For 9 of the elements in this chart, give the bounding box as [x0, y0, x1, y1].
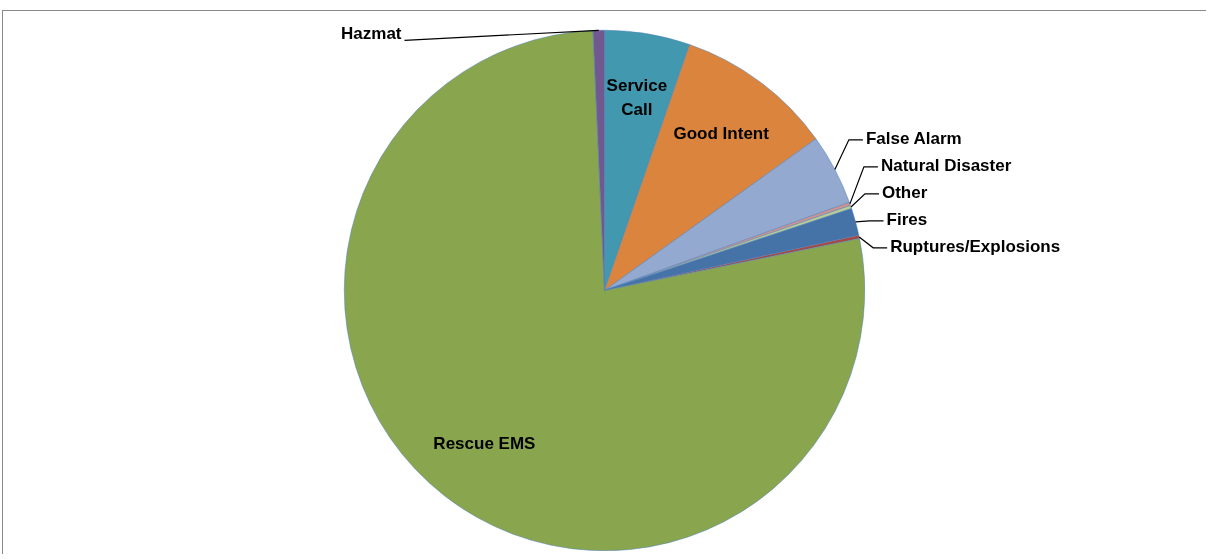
slice-label: Service Call	[606, 75, 668, 119]
slice-label: Other	[881, 183, 928, 203]
slice-label: Good Intent	[673, 123, 770, 143]
slice-label: Rescue EMS	[433, 434, 536, 454]
slice-label: Ruptures/Explosions	[890, 237, 1061, 257]
slice-label: Fires	[886, 210, 928, 230]
slice-label: Natural Disaster	[880, 156, 1012, 176]
slice-label: False Alarm	[865, 129, 962, 149]
slice-label: Hazmat	[341, 24, 402, 43]
